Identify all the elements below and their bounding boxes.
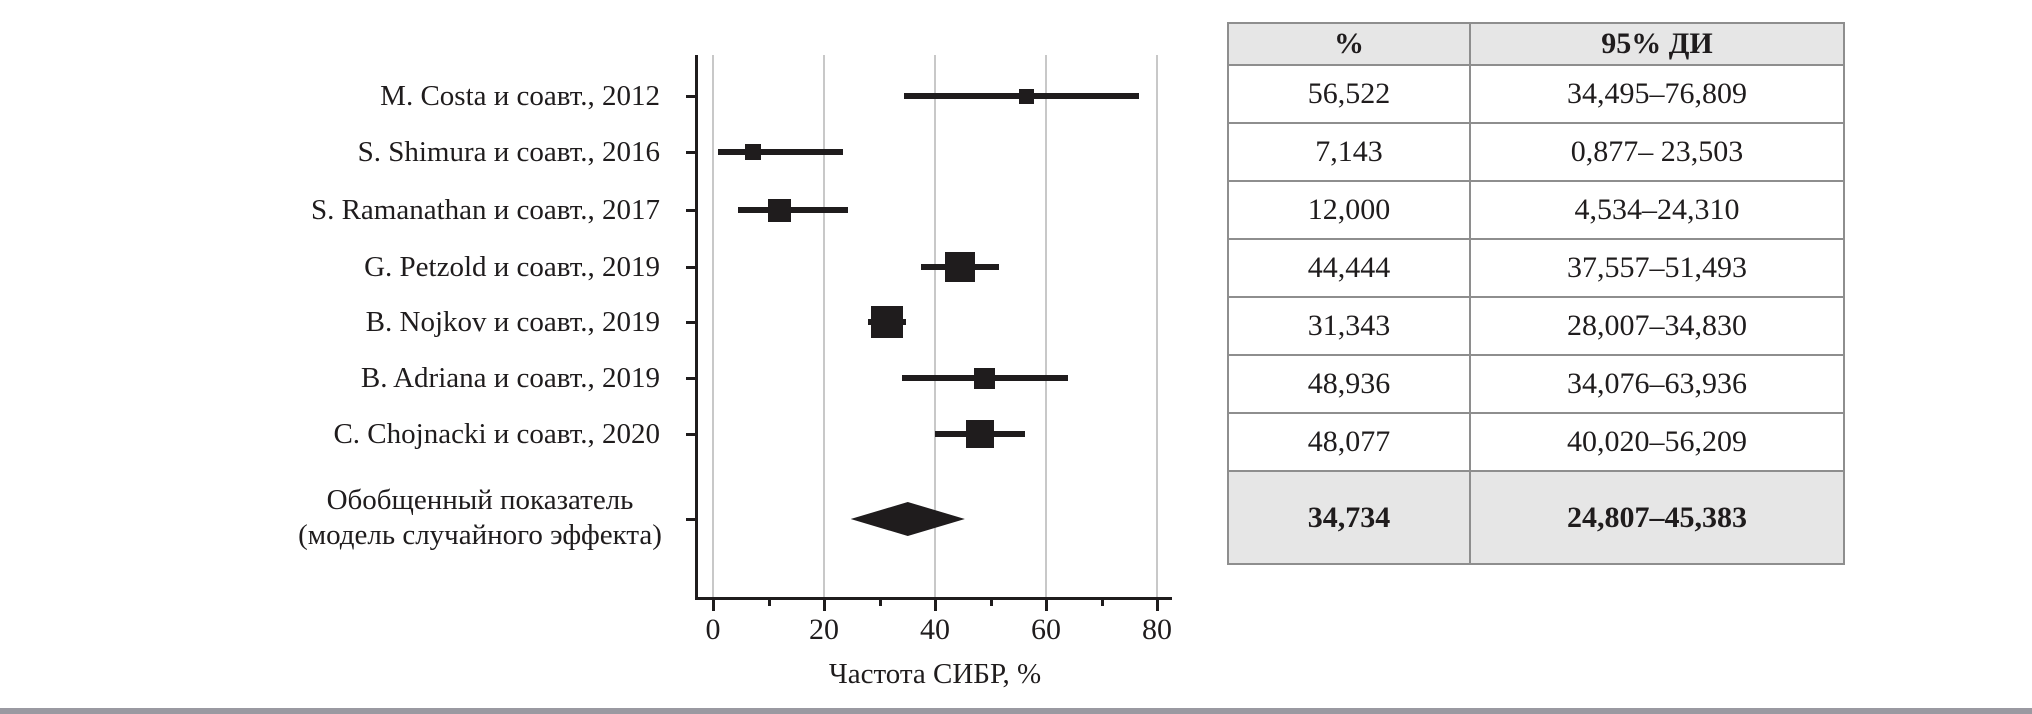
effect-marker bbox=[744, 144, 761, 160]
x-tick-20 bbox=[823, 597, 826, 611]
ci-line bbox=[717, 149, 844, 155]
page-divider-rule bbox=[0, 708, 2032, 714]
x-tick-label-20: 20 bbox=[809, 613, 839, 646]
y-tick-study-6 bbox=[686, 433, 697, 436]
gridline-80 bbox=[1156, 55, 1158, 597]
table-row: 48,077 40,020–56,209 bbox=[1227, 412, 1845, 472]
cell-percent: 48,936 bbox=[1227, 354, 1471, 414]
y-tick-study-4 bbox=[686, 321, 697, 324]
x-minor-tick-70 bbox=[1100, 597, 1104, 606]
pooled-label: Обобщенный показатель (модель случайного … bbox=[250, 483, 710, 553]
x-tick-label-60: 60 bbox=[1031, 613, 1061, 646]
cell-percent: 12,000 bbox=[1227, 180, 1471, 240]
y-tick-study-2 bbox=[686, 209, 697, 212]
cell-percent: 44,444 bbox=[1227, 238, 1471, 298]
x-tick-label-80: 80 bbox=[1142, 613, 1172, 646]
pooled-label-line: Обобщенный показатель bbox=[326, 484, 634, 516]
effect-marker bbox=[768, 198, 792, 222]
cell-ci: 34,495–76,809 bbox=[1469, 64, 1845, 124]
table-header-percent: % bbox=[1227, 22, 1471, 66]
y-tick-study-0 bbox=[686, 95, 697, 98]
cell-percent: 56,522 bbox=[1227, 64, 1471, 124]
table-row: 48,936 34,076–63,936 bbox=[1227, 354, 1845, 414]
table-row: 31,343 28,007–34,830 bbox=[1227, 296, 1845, 356]
cell-percent: 31,343 bbox=[1227, 296, 1471, 356]
x-axis-line bbox=[695, 597, 1172, 600]
table-row: 44,444 37,557–51,493 bbox=[1227, 238, 1845, 298]
study-label: B. Adriana и соавт., 2019 bbox=[360, 362, 660, 394]
gridline-20 bbox=[823, 55, 825, 597]
study-label: S. Shimura и соавт., 2016 bbox=[357, 136, 660, 168]
gridline-60 bbox=[1045, 55, 1047, 597]
effect-marker bbox=[944, 252, 975, 282]
x-tick-label-0: 0 bbox=[705, 613, 721, 646]
gridline-40 bbox=[934, 55, 936, 597]
table-row: 12,000 4,534–24,310 bbox=[1227, 180, 1845, 240]
y-tick-study-1 bbox=[686, 151, 697, 154]
x-minor-tick-50 bbox=[989, 597, 993, 606]
x-tick-60 bbox=[1045, 597, 1048, 611]
gridline-0 bbox=[712, 55, 714, 597]
x-tick-80 bbox=[1156, 597, 1159, 611]
cell-ci: 34,076–63,936 bbox=[1469, 354, 1845, 414]
cell-percent: 7,143 bbox=[1227, 122, 1471, 182]
study-label: S. Ramanathan и соавт., 2017 bbox=[310, 194, 660, 226]
cell-ci: 37,557–51,493 bbox=[1469, 238, 1845, 298]
ci-line bbox=[738, 207, 848, 213]
cell-ci: 28,007–34,830 bbox=[1469, 296, 1845, 356]
x-axis-title: Частота СИБР, % bbox=[828, 658, 1042, 690]
effect-marker bbox=[965, 420, 994, 448]
x-tick-0 bbox=[712, 597, 715, 611]
pooled-diamond bbox=[850, 502, 965, 536]
x-tick-40 bbox=[934, 597, 937, 611]
x-minor-tick-10 bbox=[767, 597, 771, 606]
cell-ci: 4,534–24,310 bbox=[1469, 180, 1845, 240]
y-axis-line bbox=[695, 55, 698, 600]
study-label: B. Nojkov и соавт., 2019 bbox=[365, 306, 660, 338]
table-row: 56,522 34,495–76,809 bbox=[1227, 64, 1845, 124]
table-header-row: % 95% ДИ bbox=[1227, 22, 1845, 66]
table-row: 7,143 0,877– 23,503 bbox=[1227, 122, 1845, 182]
x-tick-label-40: 40 bbox=[920, 613, 950, 646]
table-header-ci: 95% ДИ bbox=[1469, 22, 1845, 66]
cell-ci: 0,877– 23,503 bbox=[1469, 122, 1845, 182]
results-table: % 95% ДИ 56,522 34,495–76,809 7,143 0,877– … bbox=[1227, 22, 1845, 565]
x-minor-tick-30 bbox=[878, 597, 882, 606]
cell-percent: 48,077 bbox=[1227, 412, 1471, 472]
y-tick-pooled bbox=[686, 518, 697, 521]
effect-marker bbox=[974, 367, 996, 389]
effect-marker bbox=[1019, 88, 1035, 104]
pooled-cell-percent: 34,734 bbox=[1227, 470, 1471, 565]
study-label: C. Chojnacki и соавт., 2020 bbox=[333, 418, 660, 450]
study-label: G. Petzold и соавт., 2019 bbox=[364, 251, 660, 283]
pooled-label-line: (модель случайного эффекта) bbox=[298, 519, 662, 551]
y-tick-study-5 bbox=[686, 377, 697, 380]
table-pooled-row: 34,734 24,807–45,383 bbox=[1227, 470, 1845, 565]
cell-ci: 40,020–56,209 bbox=[1469, 412, 1845, 472]
effect-marker bbox=[870, 306, 903, 338]
y-tick-study-3 bbox=[686, 266, 697, 269]
study-label: M. Costa и соавт., 2012 bbox=[380, 80, 660, 112]
pooled-cell-ci: 24,807–45,383 bbox=[1469, 470, 1845, 565]
